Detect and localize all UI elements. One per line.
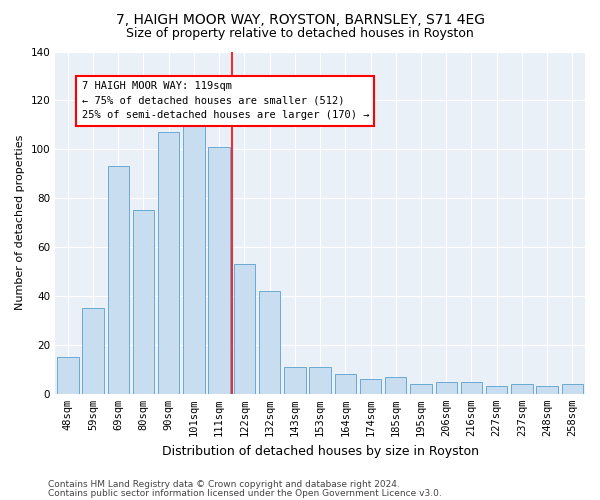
Bar: [562, 384, 583, 394]
Bar: [183, 118, 205, 394]
Bar: [360, 379, 381, 394]
Text: 7 HAIGH MOOR WAY: 119sqm
← 75% of detached houses are smaller (512)
25% of semi-: 7 HAIGH MOOR WAY: 119sqm ← 75% of detach…: [82, 81, 369, 120]
Bar: [158, 132, 179, 394]
Bar: [233, 264, 255, 394]
Bar: [536, 386, 558, 394]
Y-axis label: Number of detached properties: Number of detached properties: [15, 135, 25, 310]
Bar: [107, 166, 129, 394]
Bar: [335, 374, 356, 394]
Bar: [284, 367, 305, 394]
Text: 7, HAIGH MOOR WAY, ROYSTON, BARNSLEY, S71 4EG: 7, HAIGH MOOR WAY, ROYSTON, BARNSLEY, S7…: [115, 12, 485, 26]
Bar: [486, 386, 508, 394]
Bar: [461, 382, 482, 394]
Bar: [82, 308, 104, 394]
Text: Size of property relative to detached houses in Royston: Size of property relative to detached ho…: [126, 28, 474, 40]
X-axis label: Distribution of detached houses by size in Royston: Distribution of detached houses by size …: [161, 444, 479, 458]
Text: Contains public sector information licensed under the Open Government Licence v3: Contains public sector information licen…: [48, 488, 442, 498]
Bar: [133, 210, 154, 394]
Bar: [385, 376, 406, 394]
Bar: [436, 382, 457, 394]
Bar: [310, 367, 331, 394]
Bar: [410, 384, 432, 394]
Bar: [511, 384, 533, 394]
Bar: [57, 357, 79, 394]
Text: Contains HM Land Registry data © Crown copyright and database right 2024.: Contains HM Land Registry data © Crown c…: [48, 480, 400, 489]
Bar: [208, 147, 230, 394]
Bar: [259, 291, 280, 394]
